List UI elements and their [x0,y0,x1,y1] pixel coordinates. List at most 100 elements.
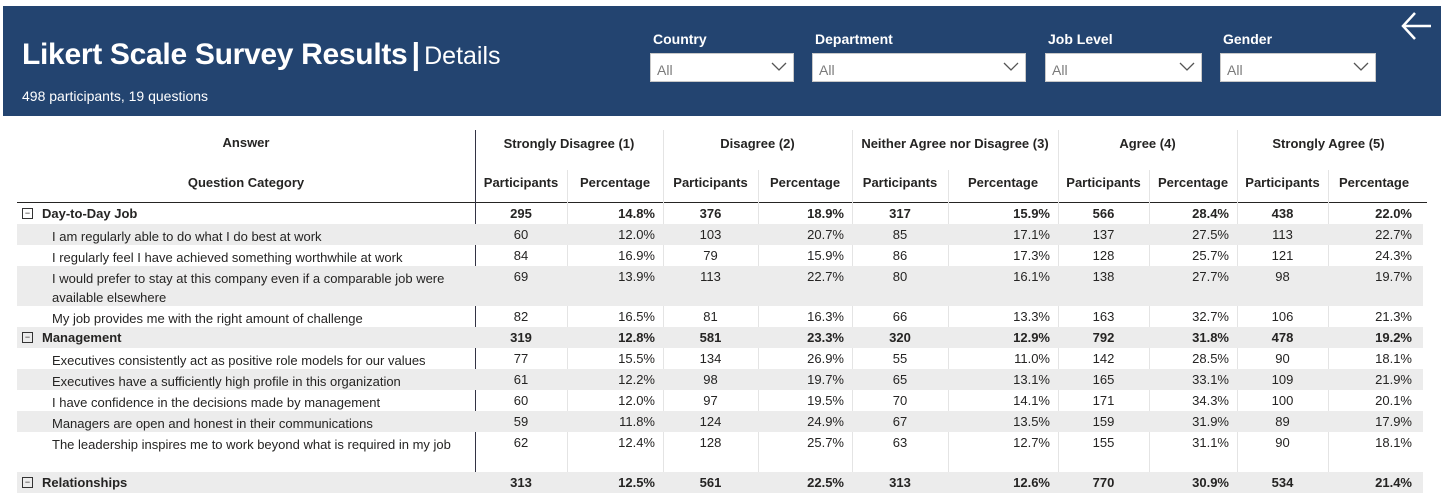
participants-cell: 69 [513,269,529,284]
sub-header-participants: Participants [1066,175,1141,190]
gender-value: All [1227,62,1243,78]
percentage-cell: 34.3% [1192,393,1229,408]
country-slicer: Country All [650,31,794,82]
percentage-cell: 13.3% [1013,309,1050,324]
sub-header-participants: Participants [673,175,748,190]
question-row: I regularly feel I have achieved somethi… [17,245,1423,266]
participants-cell: 138 [1092,269,1115,284]
sub-header-participants: Participants [483,175,559,190]
question-label: The leadership inspires me to work beyon… [52,437,451,452]
chevron-down-icon [1179,62,1195,71]
group-header-strongly-agree: Strongly Agree (5) [1272,136,1385,151]
category-label: Management [42,330,122,345]
participants-cell: 163 [1092,309,1115,324]
participants-cell: 98 [703,372,718,387]
participants-cell: 121 [1271,248,1294,263]
job-level-slicer: Job Level All [1045,31,1202,82]
category-label: Day-to-Day Job [42,206,138,221]
arrow-left-icon[interactable] [1400,9,1434,43]
percentage-cell: 27.5% [1192,227,1229,242]
participants-cell: 165 [1092,372,1115,387]
percentage-cell: 21.9% [1375,372,1412,387]
percentage-cell: 16.5% [618,309,655,324]
gender-label: Gender [1223,31,1273,47]
participants-cell: 77 [513,351,529,366]
participants-cell: 142 [1092,351,1115,366]
participants-cell: 60 [513,227,529,242]
percentage-cell: 17.1% [1013,227,1050,242]
participants-cell: 376 [699,206,722,221]
participants-cell: 106 [1271,309,1294,324]
participants-cell: 317 [889,206,911,221]
title-separator: | [411,36,421,71]
question-label: My job provides me with the right amount… [52,311,363,326]
chevron-down-icon [1003,62,1019,71]
participants-cell: 61 [513,372,529,387]
percentage-cell: 12.9% [1013,330,1050,345]
percentage-cell: 22.7% [1375,227,1412,242]
gender-slicer: Gender All [1220,31,1376,82]
percentage-cell: 15.9% [1013,206,1050,221]
participants-cell: 581 [699,330,722,345]
column-divider [758,170,759,483]
department-dropdown[interactable]: All [812,53,1026,82]
percentage-cell: 17.3% [1013,248,1050,263]
percentage-cell: 14.1% [1013,393,1050,408]
participants-cell: 65 [892,372,908,387]
question-row: Executives consistently act as positive … [17,348,1423,369]
percentage-cell: 11.8% [619,414,655,429]
row-header-divider [475,130,476,483]
group-divider [1237,130,1238,483]
percentage-cell: 16.9% [618,248,655,263]
percentage-cell: 21.3% [1375,309,1412,324]
job-level-dropdown[interactable]: All [1045,53,1202,82]
percentage-cell: 24.3% [1375,248,1412,263]
percentage-cell: 27.7% [1192,269,1229,284]
participants-cell: 90 [1275,435,1290,450]
percentage-cell: 13.5% [1013,414,1050,429]
question-row: My job provides me with the right amount… [17,306,1423,327]
percentage-cell: 22.0% [1375,206,1412,221]
participants-cell: 85 [892,227,908,242]
category-row[interactable]: − Management 319 12.8% 581 23.3% 320 12.9% 792 31… [17,327,1423,348]
percentage-cell: 19.5% [807,393,844,408]
question-row: The leadership inspires me to work beyon… [17,432,1423,472]
percentage-cell: 18.1% [1375,351,1412,366]
participants-cell: 566 [1092,206,1115,221]
participants-cell: 60 [513,393,529,408]
participants-cell: 80 [892,269,908,284]
collapse-minus-icon[interactable]: − [22,332,33,343]
participants-cell: 320 [889,330,911,345]
participants-cell: 109 [1271,372,1294,387]
participants-cell: 67 [892,414,908,429]
question-row: I am regularly able to do what I do best… [17,224,1423,245]
participants-cell: 134 [699,351,722,366]
participants-cell: 79 [703,248,718,263]
participants-cell: 70 [892,393,908,408]
column-divider [948,170,949,483]
question-label: I am regularly able to do what I do best… [52,229,322,244]
participants-cell: 103 [699,227,722,242]
gender-dropdown[interactable]: All [1220,53,1376,82]
percentage-cell: 31.8% [1192,330,1229,345]
percentage-cell: 12.0% [618,227,655,242]
percentage-cell: 32.7% [1192,309,1229,324]
participants-cell: 98 [1275,269,1290,284]
percentage-cell: 33.1% [1192,372,1229,387]
country-dropdown[interactable]: All [650,53,794,82]
group-divider [852,130,853,483]
question-row: I would prefer to stay at this company e… [17,266,1423,306]
category-row[interactable]: − Day-to-Day Job 295 14.8% 376 18.9% 317 15.9% 5… [17,203,1423,224]
percentage-cell: 31.1% [1192,435,1229,450]
collapse-minus-icon[interactable]: − [22,208,33,219]
percentage-cell: 28.5% [1192,351,1229,366]
group-header-neither: Neither Agree nor Disagree (3) [861,136,1049,151]
percentage-cell: 13.9% [618,269,655,284]
percentage-cell: 15.5% [618,351,655,366]
percentage-cell: 23.3% [807,330,844,345]
percentage-cell: 25.7% [1192,248,1229,263]
participants-cell: 82 [513,309,529,324]
percentage-cell: 20.7% [807,227,844,242]
department-value: All [819,62,835,78]
percentage-cell: 25.7% [807,435,844,450]
